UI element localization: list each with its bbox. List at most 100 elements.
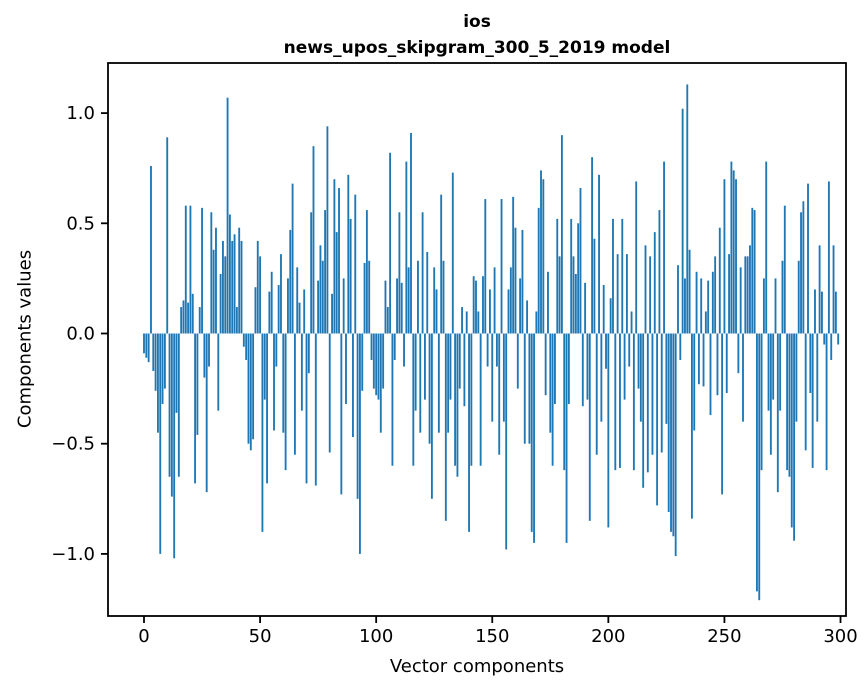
bar — [491, 333, 494, 422]
bar — [679, 333, 682, 360]
bar — [560, 135, 563, 334]
bar — [312, 146, 315, 334]
bar — [646, 333, 649, 473]
bar — [830, 333, 833, 360]
bar — [437, 333, 440, 433]
bar — [235, 307, 238, 334]
bar — [319, 245, 322, 334]
bar — [500, 199, 503, 334]
x-tick-label: 50 — [249, 626, 272, 647]
bar — [579, 188, 582, 334]
bar — [303, 289, 306, 334]
bar — [440, 194, 443, 334]
bar — [458, 333, 461, 389]
y-axis-label: Components values — [14, 249, 36, 429]
bar — [639, 333, 642, 422]
x-tick-label: 300 — [823, 626, 857, 647]
bar — [182, 300, 185, 334]
bar — [170, 333, 173, 497]
bar — [228, 214, 231, 334]
bar — [779, 333, 782, 411]
bar — [635, 181, 638, 334]
bar — [744, 256, 747, 334]
y-tick-label: 0.5 — [66, 213, 95, 234]
bar — [711, 271, 714, 334]
bar — [358, 333, 361, 554]
bar — [818, 245, 821, 334]
bar — [505, 333, 508, 550]
bar — [256, 240, 259, 334]
bar — [184, 205, 187, 334]
bar — [430, 333, 433, 499]
bars — [143, 84, 840, 601]
bar — [333, 179, 336, 334]
bar — [630, 311, 633, 334]
bar — [558, 256, 561, 334]
bar — [152, 333, 155, 371]
bar — [814, 289, 816, 334]
axes-frame — [107, 62, 847, 617]
bar — [725, 333, 728, 394]
bar — [549, 333, 552, 433]
bar — [212, 249, 215, 334]
bar — [628, 333, 631, 367]
bar — [342, 278, 345, 334]
bar — [690, 333, 693, 519]
bar — [180, 307, 183, 334]
bar — [714, 256, 717, 334]
x-tick-label: 0 — [138, 626, 149, 647]
bar — [444, 333, 447, 521]
bar — [328, 333, 331, 453]
bar — [161, 333, 164, 405]
bar — [252, 333, 255, 440]
bar — [224, 256, 227, 334]
bar — [433, 267, 436, 334]
bar — [788, 333, 791, 477]
y-tick-label: 1.0 — [66, 103, 95, 124]
bar — [291, 183, 294, 334]
bar — [335, 232, 338, 334]
y-tick-label: 0.0 — [66, 324, 95, 345]
bar — [588, 333, 591, 521]
bar — [407, 267, 410, 334]
bar — [405, 161, 408, 334]
bar — [175, 333, 178, 413]
bar — [495, 333, 498, 367]
bar — [157, 333, 159, 433]
y-tick-labels: 1.0 0.5 0.0 −0.5 −1.0 — [51, 103, 95, 565]
bar — [563, 333, 566, 471]
bar — [667, 333, 670, 513]
bar — [331, 293, 333, 334]
bar — [498, 333, 501, 455]
bar — [201, 207, 203, 334]
bar — [528, 333, 531, 444]
bar — [300, 333, 303, 411]
bar — [565, 333, 568, 543]
bar — [375, 333, 378, 396]
chart-title-line2: news_upos_skipgram_300_5_2019 model — [283, 38, 671, 58]
bar — [554, 333, 556, 405]
x-tick-label: 150 — [475, 626, 509, 647]
bar — [595, 333, 598, 455]
bar — [277, 285, 280, 334]
bar — [556, 218, 559, 334]
bar — [793, 333, 796, 541]
bar — [451, 172, 454, 334]
bar — [361, 333, 364, 391]
bar — [368, 260, 371, 334]
bar — [177, 333, 180, 477]
bar — [222, 240, 224, 334]
bar — [424, 333, 426, 400]
bar — [384, 280, 387, 334]
bar — [147, 333, 150, 363]
bar — [746, 256, 749, 334]
bar — [644, 245, 647, 334]
bar — [702, 333, 705, 387]
bar — [753, 210, 756, 334]
bar — [591, 157, 594, 334]
bar — [254, 287, 257, 334]
bar — [718, 227, 721, 334]
bar — [321, 260, 324, 334]
bar — [217, 333, 220, 411]
bar — [593, 238, 596, 334]
